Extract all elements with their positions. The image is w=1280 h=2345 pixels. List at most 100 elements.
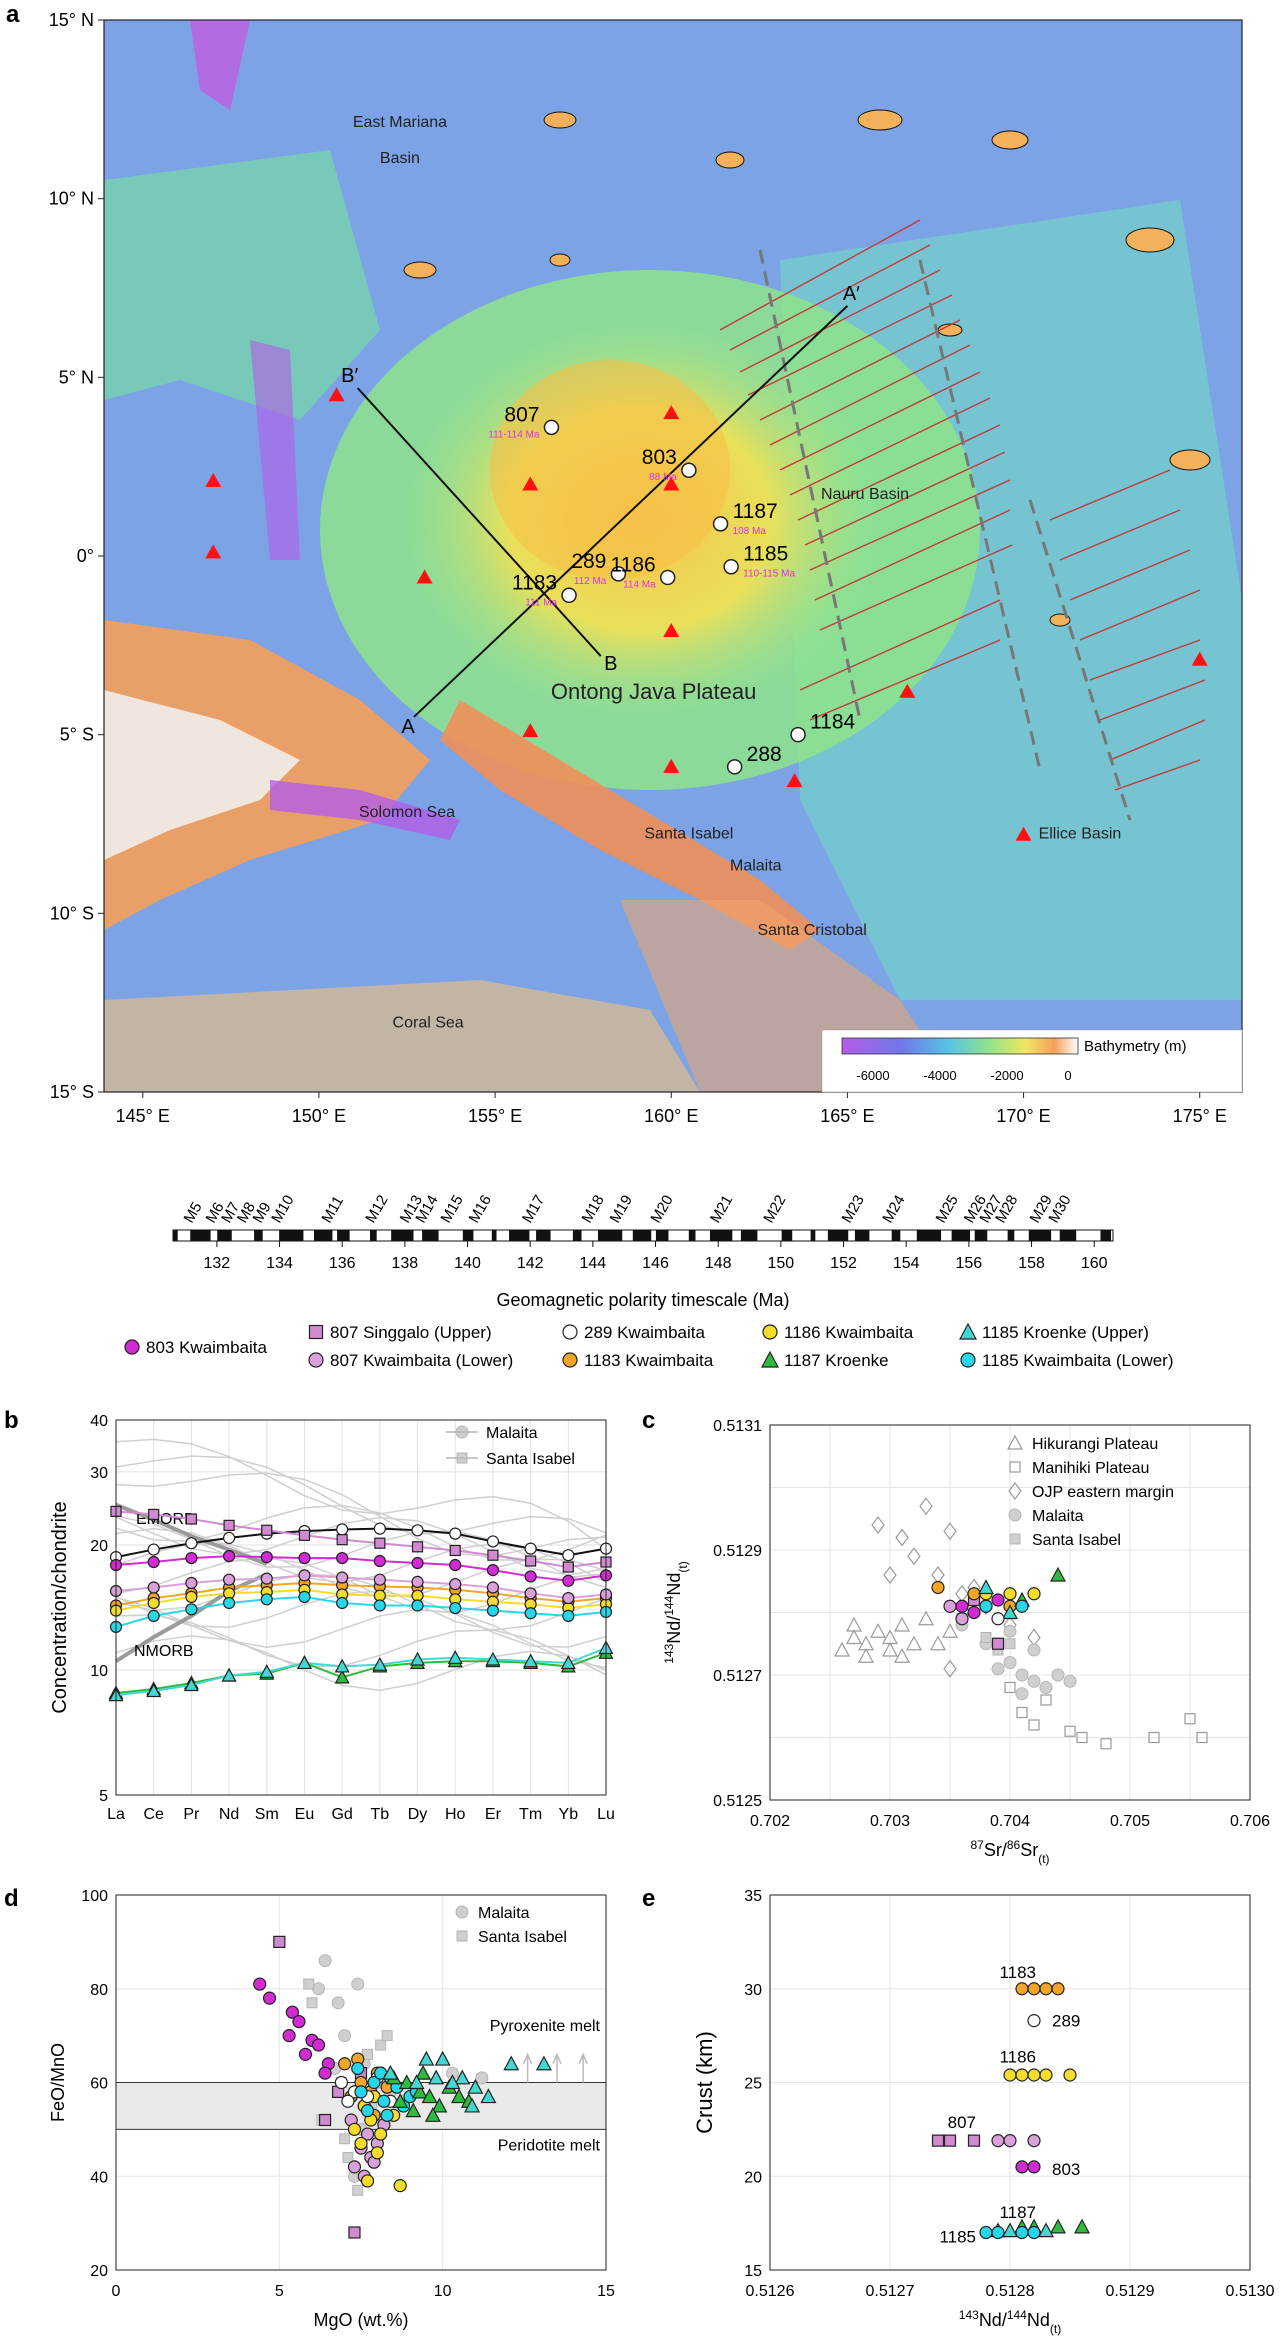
d-legend-santa-isabel-label: Santa Isabel [478,1929,567,1946]
panel-d: d 0 5 10 15 20 40 60 80 100 Pyroxenite melt Perido… [4,1885,615,2330]
c-point-2-9 [1027,1628,1041,1647]
b-point-7-7 [372,1656,388,1671]
c-point-0-7 [857,1647,875,1663]
colorbar-tick-3: -2000 [990,1068,1023,1083]
b-xtick-Sm: Sm [255,1806,279,1823]
d-ylabel: FeO/MnO [48,2043,68,2122]
b-point-0-6 [336,1523,349,1536]
b-point-8-4 [261,1524,273,1536]
b-point-5-7 [373,1599,386,1612]
b-annotation-nmorb: NMORB [134,1643,194,1660]
c-point-0-1 [845,1629,863,1645]
d-point-2-9 [318,2066,332,2080]
b-point-4-12 [562,1591,575,1605]
map-drill-sites: 807 111-114 Ma 803 88 Ma 1187 108 Ma 289 112 Ma… [488,403,856,775]
volcano-triangle-8 [522,723,539,738]
e-point-8-1 [991,2225,1005,2240]
b-point-1-3 [222,1550,236,1563]
polarity-bar-62 [1059,1230,1077,1241]
e-site-label-803: 803 [1052,2160,1080,2179]
polarity-bar-28 [572,1230,582,1241]
polarity-bar-64 [1100,1230,1112,1241]
d-xtick-3: 15 [597,2283,615,2300]
c-legend-label-3: Malaita [1032,1508,1084,1525]
region-label-6: Malaita [730,857,782,874]
polarity-bar-30 [597,1230,623,1241]
b-xtick-Nd: Nd [219,1806,239,1823]
b-series-line-8 [115,1510,607,1569]
polarity-bar-56 [974,1230,988,1241]
b-point-0-12 [562,1549,575,1562]
legend-marker-1 [308,1324,324,1340]
ts-tick-label-9: 150 [768,1255,795,1272]
d-point-8-2 [377,2094,391,2108]
polarity-bar-60 [1028,1230,1052,1241]
d-point-10-10 [408,2074,425,2090]
polarity-bar-16 [391,1230,414,1241]
c-xtick-4: 0.706 [1230,1813,1270,1830]
b-background-line-2 [115,1596,607,1669]
polarity-bar-54 [951,1230,971,1241]
site-marker-1186 [659,569,676,586]
d-point-6-2 [374,2127,388,2141]
e-point-4-0 [991,2134,1005,2148]
d-point-2-7 [311,2038,326,2052]
c-ytick-2: 0.5129 [713,1543,762,1560]
polarity-bar-38 [709,1230,733,1241]
b-background-line-1 [115,1613,607,1676]
d-point-3-2 [348,2226,361,2239]
b-point-1-2 [185,1551,198,1565]
chron-label-M18: M18 [578,1192,607,1226]
c-point-0-13 [929,1635,947,1651]
legend-marker-0 [124,1339,140,1355]
region-label-3: Ontong Java Plateau [551,679,756,704]
d-point-9-5 [431,2097,448,2113]
b-series-line-1 [115,1555,607,1582]
d-point-1-2 [375,2039,387,2051]
colorbar-title: Bathymetry (m) [1084,1038,1187,1055]
map-background [104,20,1242,1092]
b-xtick-Eu: Eu [295,1806,315,1823]
c-legend-label-2: OJP eastern margin [1032,1484,1174,1501]
e-point-3-2 [967,2134,981,2147]
d-point-8-1 [367,2075,381,2090]
e-site-label-289: 289 [1052,2012,1080,2031]
c-point-4-0 [980,1632,992,1643]
b-point-8-3 [223,1519,235,1531]
c-point-0-8 [881,1641,899,1657]
legend-label-4: 1185 Kroenke (Upper) [982,1323,1149,1342]
polarity-bar-58 [1007,1230,1015,1241]
c-legend-marker-1 [1009,1461,1021,1473]
b-series-line-0 [115,1527,607,1559]
polarity-bar-6 [254,1230,263,1241]
c-point-11-0 [977,1579,995,1595]
e-point-0-2 [1039,1982,1053,1996]
b-point-1-7 [373,1554,386,1568]
b-series-line-7 [115,1647,607,1697]
map-region-labels: East Mariana Basin Nauru Basin Ontong Java … [353,114,1121,1031]
e-site-label-1183: 1183 [999,1963,1036,1982]
b-background-line-0 [115,1635,607,1692]
d-point-3-0 [273,1935,286,1948]
site-age-807: 111-114 Ma [488,429,540,440]
legend-marker-3 [762,1324,778,1340]
d-annotation-pyroxenite: Pyroxenite melt [490,2018,601,2035]
b-nmorb-line [114,1572,268,1663]
b-point-6-6 [334,1669,350,1684]
panel-label-b: b [4,1407,19,1434]
c-point-0-5 [893,1616,911,1632]
b-point-5-3 [222,1596,236,1610]
d-point-9-9 [415,2064,432,2080]
d-ytick-1: 40 [90,2169,108,2186]
e-point-6-3 [1073,2218,1091,2234]
ts-tick-label-6: 144 [580,1255,607,1272]
d-point-0-3 [331,1996,345,2010]
b-point-4-8 [411,1575,424,1588]
e-point-3-1 [943,2134,957,2147]
c-point-2-2 [919,1497,933,1516]
c-point-5-2 [991,1593,1005,1607]
d-point-9-3 [392,2092,409,2108]
d-point-2-4 [282,2029,296,2043]
legend-marker-7 [761,1350,779,1368]
volcano-triangle-6 [663,476,680,491]
